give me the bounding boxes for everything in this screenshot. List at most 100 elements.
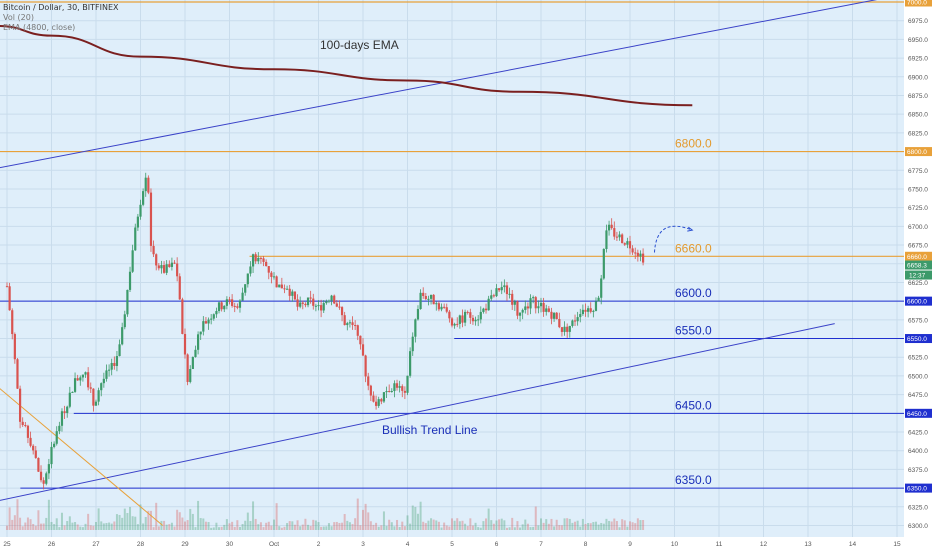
projection-arrow-head <box>687 226 694 232</box>
candle-body <box>524 306 527 310</box>
price-tag-text: 6550.0 <box>907 336 927 343</box>
candle-body <box>500 287 503 291</box>
candle-body <box>490 295 493 299</box>
candle-body <box>5 286 9 288</box>
volume-bar <box>453 520 456 530</box>
candle-body <box>162 265 166 273</box>
volume-bar <box>398 527 401 530</box>
volume-bar <box>257 524 260 530</box>
candle-body <box>94 401 98 406</box>
bullish-trend-line <box>0 323 835 501</box>
volume-bar <box>563 518 566 530</box>
candle-body <box>47 464 50 474</box>
candle-body <box>416 309 420 320</box>
volume-bar <box>11 519 14 530</box>
volume-bar <box>273 519 275 530</box>
candle-body <box>513 301 516 305</box>
volume-bar <box>76 524 79 530</box>
volume-bar <box>84 523 87 530</box>
x-tick-label: 12 <box>760 541 768 548</box>
volume-bar <box>461 520 464 530</box>
candle-body <box>42 480 45 484</box>
y-tick-label: 6400.0 <box>908 448 928 455</box>
volume-bar <box>262 527 265 530</box>
volume-indicator[interactable]: Vol (20) <box>3 13 34 22</box>
candle-body <box>189 369 192 382</box>
candle-body <box>377 399 380 406</box>
volume-bar <box>186 520 189 530</box>
candle-body <box>427 298 430 300</box>
candle-body <box>382 392 386 402</box>
candle-body <box>314 305 317 307</box>
level-label: 6450.0 <box>675 398 712 412</box>
volume-bar <box>254 518 257 530</box>
candle-body <box>409 351 412 376</box>
volume-bar <box>131 516 134 530</box>
symbol-title[interactable]: Bitcoin / Dollar, 30, BITFINEX <box>3 3 119 12</box>
candle-body <box>53 443 56 447</box>
volume-bar <box>338 522 341 530</box>
candle-body <box>518 312 522 316</box>
candle-body <box>288 288 291 296</box>
volume-bar <box>199 518 202 530</box>
volume-bar <box>424 523 427 530</box>
candle-body <box>592 310 595 312</box>
volume-bar <box>396 519 399 530</box>
volume-bar <box>362 509 364 530</box>
volume-bar <box>524 519 527 530</box>
y-tick-label: 6575.0 <box>908 317 928 324</box>
candle-body <box>299 302 302 307</box>
volume-bar <box>401 521 404 530</box>
candle-body <box>560 327 564 332</box>
volume-bar <box>32 523 35 530</box>
price-tag-text: 6600.0 <box>907 299 927 306</box>
candle-body <box>100 383 103 391</box>
volume-bar <box>26 517 29 530</box>
horizontal-levels: 6800.0 6660.0 6600.0 6550.0 6450.0 6350.0 <box>0 1 904 489</box>
candle-body <box>11 310 14 335</box>
candle-body <box>63 411 66 413</box>
x-tick-label: 14 <box>849 541 857 548</box>
volume-bar <box>309 525 312 530</box>
candle-body <box>534 297 537 309</box>
x-tick-label: 15 <box>893 541 901 548</box>
volume-bar <box>390 522 393 530</box>
volume-bar <box>608 520 611 530</box>
volume-bar <box>81 527 84 530</box>
volume-bar <box>60 512 63 530</box>
volume-bar <box>121 517 124 530</box>
y-tick-label: 6500.0 <box>908 373 928 380</box>
volume-bar <box>34 525 37 530</box>
volume-bar <box>202 518 205 530</box>
volume-bar <box>312 519 315 530</box>
candle-body <box>26 425 30 438</box>
volume-bar <box>532 526 535 530</box>
candle-body <box>207 319 210 324</box>
volume-bar <box>558 525 561 530</box>
candle-body <box>348 322 352 324</box>
candle-body <box>398 386 401 388</box>
volume-bar <box>602 523 605 530</box>
candle-body <box>505 285 509 295</box>
volume-bar <box>317 522 320 530</box>
volume-bar <box>364 503 367 530</box>
candle-body <box>492 295 495 297</box>
volume-bar <box>634 523 637 530</box>
volume-bar <box>639 520 642 530</box>
candle-body <box>115 356 119 366</box>
candle-body <box>547 308 550 312</box>
volume-bar <box>13 515 16 530</box>
candle-body <box>236 306 239 308</box>
volume-bar <box>291 521 294 530</box>
volume-bar <box>485 518 488 530</box>
candle-body <box>537 306 540 309</box>
level-label: 6550.0 <box>675 324 712 338</box>
volume-bar <box>136 524 139 530</box>
time-axis[interactable] <box>0 537 932 550</box>
volume-bar <box>74 522 77 530</box>
ema-indicator[interactable]: EMA (4800, close) <box>3 23 76 32</box>
candle-body <box>71 391 74 393</box>
candle-body <box>395 383 399 388</box>
candle-body <box>484 308 488 311</box>
